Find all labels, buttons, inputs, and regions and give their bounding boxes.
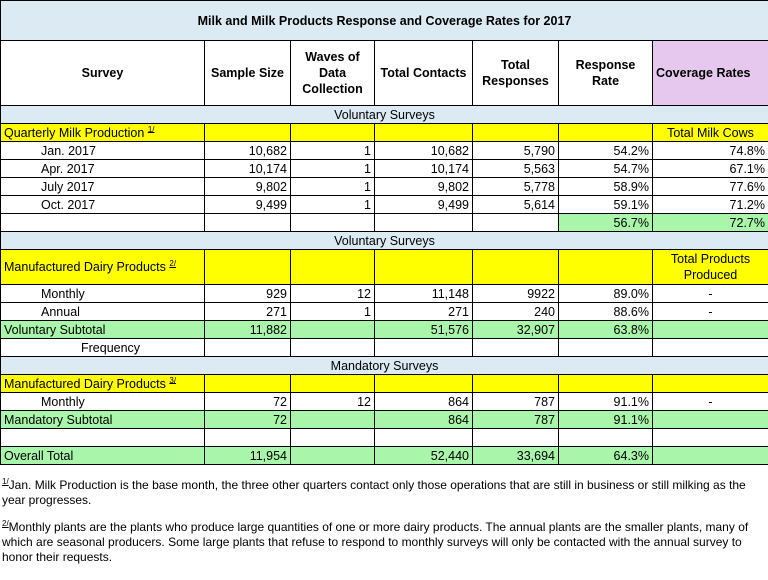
overall-total-row: Overall Total 11,954 52,440 33,694 64.3% <box>0 446 768 465</box>
response-rates-table: Milk and Milk Products Response and Cove… <box>0 0 768 465</box>
table-row: Monthly 929 12 11,148 9922 89.0% - <box>0 284 768 303</box>
group-row: Manufactured Dairy Products 2/ Total Pro… <box>0 249 768 285</box>
col-coverage-rates: Coverage Rates <box>652 40 768 106</box>
table-row: Jan. 2017 10,682 1 10,682 5,790 54.2% 74… <box>0 141 768 160</box>
average-response-rate: 56.7% <box>558 213 653 232</box>
group-label: Manufactured Dairy Products 3/ <box>0 374 205 393</box>
frequency-row: Frequency <box>0 338 768 357</box>
subtotal-row: Voluntary Subtotal 11,882 51,576 32,907 … <box>0 320 768 339</box>
section-mandatory: Mandatory Surveys <box>0 356 768 375</box>
coverage-label: Total Milk Cows <box>652 123 768 142</box>
col-waves: Waves of Data Collection <box>290 40 375 106</box>
group-row: Manufactured Dairy Products 3/ <box>0 374 768 393</box>
col-total-responses: Total Responses <box>472 40 559 106</box>
group-row: Quarterly Milk Production 1/ Total Milk … <box>0 123 768 142</box>
group-label: Manufactured Dairy Products 2/ <box>0 249 205 285</box>
footnote-2: 2/Monthly plants are the plants who prod… <box>2 519 749 565</box>
average-row: 56.7% 72.7% <box>0 213 768 232</box>
average-coverage: 72.7% <box>652 213 768 232</box>
group-label: Quarterly Milk Production 1/ <box>0 123 205 142</box>
table-row: Oct. 2017 9,499 1 9,499 5,614 59.1% 71.2… <box>0 195 768 214</box>
col-response-rate: Response Rate <box>558 40 653 106</box>
col-total-contacts: Total Contacts <box>374 40 473 106</box>
col-survey: Survey <box>0 40 205 106</box>
col-sample-size: Sample Size <box>204 40 291 106</box>
table-row: Apr. 2017 10,174 1 10,174 5,563 54.7% 67… <box>0 159 768 178</box>
section-voluntary: Voluntary Surveys <box>0 231 768 250</box>
footnote-1: 1/Jan. Milk Production is the base month… <box>2 477 746 508</box>
coverage-label: Total Products Produced <box>652 249 768 285</box>
table-row: Annual 271 1 271 240 88.6% - <box>0 302 768 321</box>
footnotes: 1/Jan. Milk Production is the base month… <box>0 478 768 565</box>
section-voluntary: Voluntary Surveys <box>0 105 768 124</box>
table-row: July 2017 9,802 1 9,802 5,778 58.9% 77.6… <box>0 177 768 196</box>
header-row: Survey Sample Size Waves of Data Collect… <box>0 40 768 106</box>
blank-row <box>0 428 768 447</box>
table-title: Milk and Milk Products Response and Cove… <box>0 0 768 41</box>
table-row: Monthly 72 12 864 787 91.1% - <box>0 392 768 411</box>
subtotal-row: Mandatory Subtotal 72 864 787 91.1% <box>0 410 768 429</box>
